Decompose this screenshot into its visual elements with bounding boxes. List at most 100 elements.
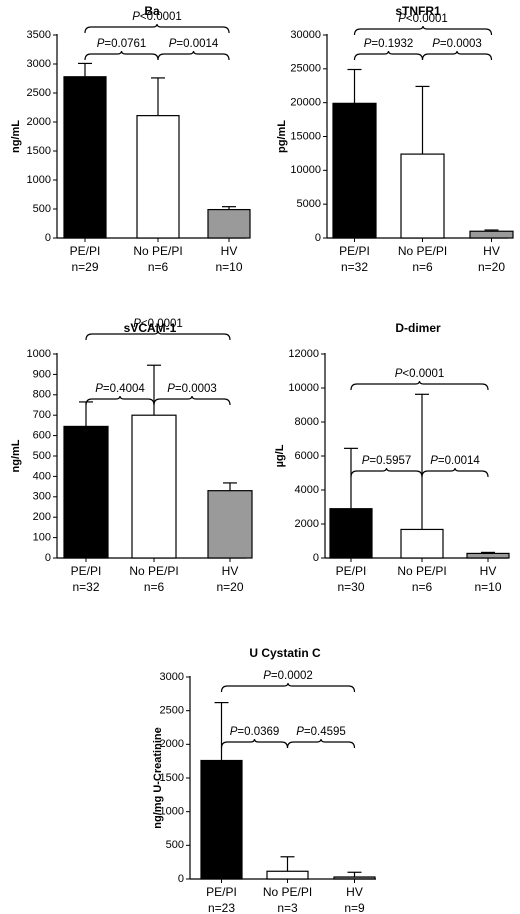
chart-title: sVCAM-1 bbox=[124, 321, 177, 335]
category-label: No PE/PI bbox=[398, 244, 447, 258]
y-tick-label: 700 bbox=[33, 409, 51, 421]
category-label: No PE/PI bbox=[397, 564, 446, 578]
y-axis-label: pg/mL bbox=[276, 120, 288, 153]
p-value-label: P<0.0001 bbox=[133, 318, 183, 330]
y-tick-label: 800 bbox=[33, 389, 51, 401]
p-symbol: P bbox=[398, 13, 406, 25]
comparison-bracket bbox=[84, 50, 159, 61]
p-value: =0.0761 bbox=[104, 38, 146, 50]
category-label: HV bbox=[221, 244, 238, 258]
y-axis-label: ng/mg U-Creatinine bbox=[152, 727, 164, 828]
y-tick-label: 600 bbox=[33, 430, 51, 442]
y-tick-label: 0 bbox=[313, 552, 319, 564]
p-value-label: P=0.5957 bbox=[362, 455, 412, 467]
category-label: PE/PI bbox=[336, 564, 367, 578]
bar bbox=[207, 208, 251, 239]
chart-panel-2: sTNFR1 pg/mL 0 5000 10000 15000 20000 25000 3000… bbox=[276, 4, 514, 274]
sample-size-label: n=32 bbox=[72, 580, 99, 594]
sample-size-label: n=30 bbox=[337, 580, 364, 594]
comparison-bracket bbox=[353, 25, 493, 36]
chart-panel-1: Ba ng/mL 0 500 1000 1500 2000 2500 3000 3500 PE/PI… bbox=[10, 4, 251, 274]
sample-size-label: n=20 bbox=[478, 260, 505, 274]
sample-size-label: n=20 bbox=[216, 580, 243, 594]
y-axis-label: ng/mL bbox=[10, 120, 22, 153]
bar bbox=[200, 759, 243, 880]
comparison-bracket bbox=[157, 50, 230, 61]
category-label: HV bbox=[222, 564, 239, 578]
comparison-bracket bbox=[350, 380, 489, 391]
p-symbol: P bbox=[263, 670, 271, 682]
y-tick-label: 10000 bbox=[290, 164, 321, 176]
p-value: =0.0014 bbox=[176, 38, 218, 50]
y-tick-label: 900 bbox=[33, 368, 51, 380]
chart-title: D-dimer bbox=[395, 321, 441, 335]
p-value-label: P=0.1932 bbox=[364, 38, 414, 50]
y-tick-label: 500 bbox=[166, 839, 184, 851]
y-tick-label: 20000 bbox=[290, 97, 321, 109]
y-tick-label: 100 bbox=[33, 532, 51, 544]
p-value-label: P=0.0369 bbox=[230, 726, 280, 738]
comparison-bracket bbox=[421, 467, 489, 478]
p-symbol: P bbox=[95, 383, 103, 395]
y-axis-label: µg/L bbox=[274, 444, 286, 467]
category-label: HV bbox=[480, 564, 497, 578]
category-label: No PE/PI bbox=[263, 885, 312, 899]
sample-size-label: n=10 bbox=[215, 260, 242, 274]
sample-size-label: n=32 bbox=[341, 260, 368, 274]
p-value-label: P<0.0001 bbox=[398, 13, 448, 25]
p-symbol: P bbox=[296, 726, 304, 738]
p-value: =0.4595 bbox=[304, 726, 346, 738]
p-symbol: P bbox=[362, 455, 370, 467]
p-value: =0.0003 bbox=[440, 38, 482, 50]
p-symbol: P bbox=[132, 11, 140, 23]
y-tick-label: 400 bbox=[33, 470, 51, 482]
y-tick-label: 2000 bbox=[27, 116, 51, 128]
p-value: =0.5957 bbox=[369, 455, 411, 467]
p-value-label: P=0.0014 bbox=[430, 455, 480, 467]
sample-size-label: n=6 bbox=[148, 260, 169, 274]
p-symbol: P bbox=[169, 38, 177, 50]
comparison-bracket bbox=[220, 682, 356, 693]
y-tick-label: 0 bbox=[45, 552, 51, 564]
y-tick-label: 1000 bbox=[27, 348, 51, 360]
p-value: <0.0001 bbox=[406, 13, 448, 25]
p-value: =0.1932 bbox=[371, 38, 413, 50]
bar bbox=[207, 490, 253, 559]
category-label: PE/PI bbox=[71, 564, 102, 578]
p-value-label: P=0.0003 bbox=[167, 383, 217, 395]
p-value-label: P=0.0761 bbox=[97, 38, 147, 50]
p-value-label: P=0.0014 bbox=[169, 38, 219, 50]
chart-panel-4: D-dimer µg/L 0 2000 4000 6000 8000 10000 12000 PE… bbox=[274, 321, 510, 594]
chart-panel-3: sVCAM-1 ng/mL 0 100 200 300 400 500 600 700 800 900… bbox=[10, 318, 253, 594]
category-label: PE/PI bbox=[339, 244, 370, 258]
y-tick-label: 300 bbox=[33, 491, 51, 503]
comparison-bracket bbox=[350, 467, 423, 478]
bar bbox=[329, 508, 373, 559]
comparison-bracket bbox=[220, 738, 289, 749]
y-tick-label: 2000 bbox=[295, 518, 319, 530]
category-label: PE/PI bbox=[206, 885, 237, 899]
bar bbox=[266, 870, 309, 880]
y-tick-label: 500 bbox=[33, 203, 51, 215]
bar bbox=[333, 876, 376, 880]
p-value: =0.0003 bbox=[175, 383, 217, 395]
category-label: HV bbox=[346, 885, 363, 899]
y-tick-label: 3000 bbox=[160, 671, 184, 683]
bar bbox=[131, 414, 177, 559]
p-symbol: P bbox=[167, 383, 175, 395]
category-label: No PE/PI bbox=[133, 244, 182, 258]
p-value-label: P=0.0002 bbox=[263, 670, 313, 682]
y-tick-label: 6000 bbox=[295, 450, 319, 462]
p-value: =0.0002 bbox=[271, 670, 313, 682]
comparison-bracket bbox=[84, 23, 230, 34]
sample-size-label: n=6 bbox=[144, 580, 165, 594]
y-axis-label: ng/mL bbox=[10, 439, 22, 472]
p-value: =0.4004 bbox=[103, 383, 145, 395]
comparison-bracket bbox=[353, 50, 424, 61]
comparison-bracket bbox=[153, 395, 231, 406]
y-tick-label: 0 bbox=[45, 232, 51, 244]
y-tick-label: 30000 bbox=[290, 29, 321, 41]
comparison-bracket bbox=[85, 330, 231, 341]
category-label: No PE/PI bbox=[129, 564, 178, 578]
y-tick-label: 25000 bbox=[290, 63, 321, 75]
